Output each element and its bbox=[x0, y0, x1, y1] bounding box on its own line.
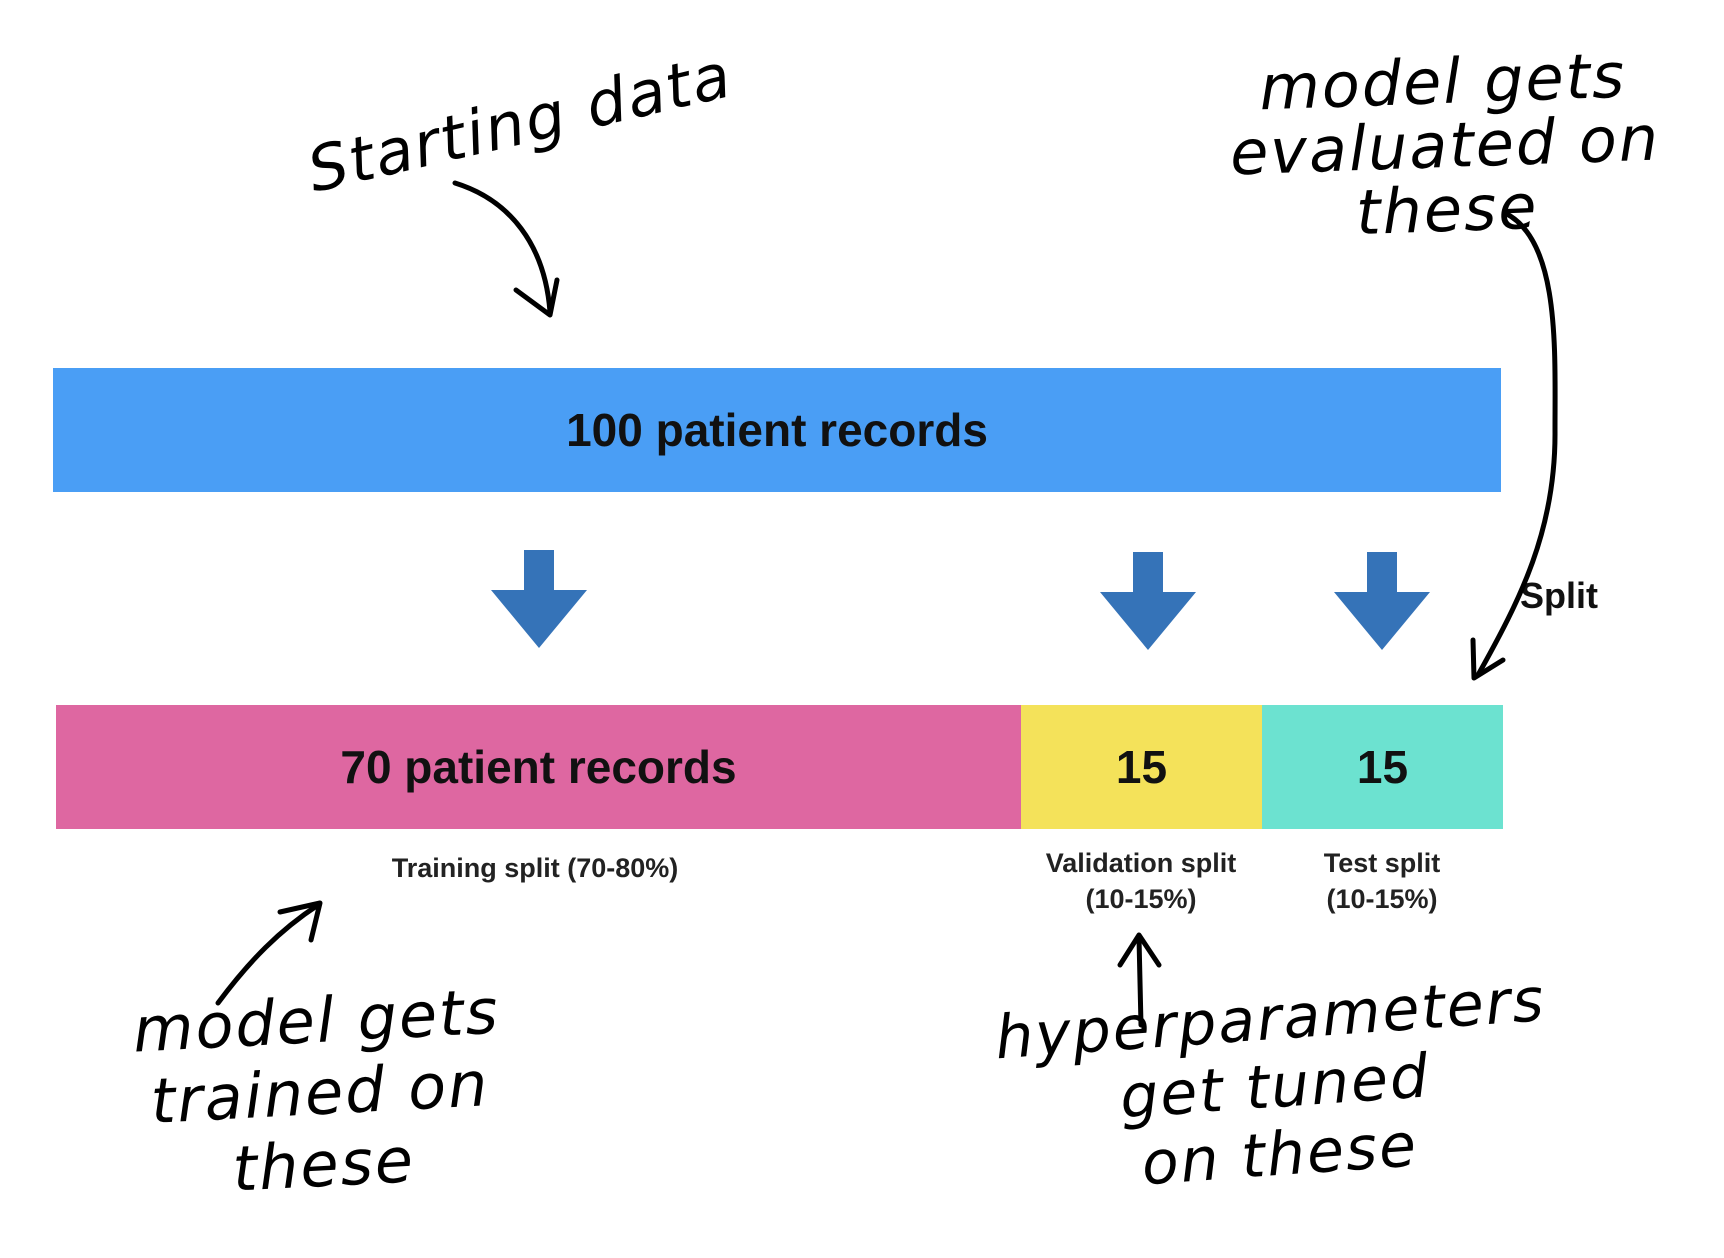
split-label: Split bbox=[1520, 575, 1598, 616]
validation-split-caption-line1: Validation split bbox=[1045, 848, 1237, 878]
test-split-segment: 15 bbox=[1262, 705, 1503, 829]
training-split-caption: Training split (70-80%) bbox=[335, 850, 735, 886]
annotation-hyperparameters-tuned: hyperparameters get tuned on these bbox=[992, 965, 1548, 1200]
validation-down-arrow-icon bbox=[1100, 552, 1196, 650]
training-split-segment: 70 patient records bbox=[56, 705, 1021, 829]
training-split-caption-line: Training split (70-80%) bbox=[391, 853, 679, 883]
validation-split-caption: Validation split (10-15%) bbox=[1011, 845, 1271, 917]
training-split-count: 70 patient records bbox=[340, 741, 737, 793]
annotation-model-evaluated: model gets evaluated on these bbox=[1228, 38, 1662, 250]
training-down-arrow-icon bbox=[491, 550, 587, 648]
validation-split-caption-line2: (10-15%) bbox=[1085, 884, 1197, 914]
annotation-starting-data: Starting data bbox=[300, 38, 739, 207]
annotation-model-trained: model gets trained on these bbox=[131, 974, 502, 1206]
validation-split-segment: 15 bbox=[1021, 705, 1262, 829]
validation-split-count: 15 bbox=[1115, 741, 1168, 793]
total-records-bar: 100 patient records bbox=[53, 368, 1501, 492]
starting-data-arrow-icon bbox=[452, 180, 553, 315]
test-split-caption-line2: (10-15%) bbox=[1326, 884, 1438, 914]
test-split-count: 15 bbox=[1356, 741, 1409, 793]
total-records-label: 100 patient records bbox=[566, 404, 988, 456]
test-split-caption-line1: Test split bbox=[1323, 848, 1441, 878]
test-down-arrow-icon bbox=[1334, 552, 1430, 650]
test-split-caption: Test split (10-15%) bbox=[1252, 845, 1512, 917]
